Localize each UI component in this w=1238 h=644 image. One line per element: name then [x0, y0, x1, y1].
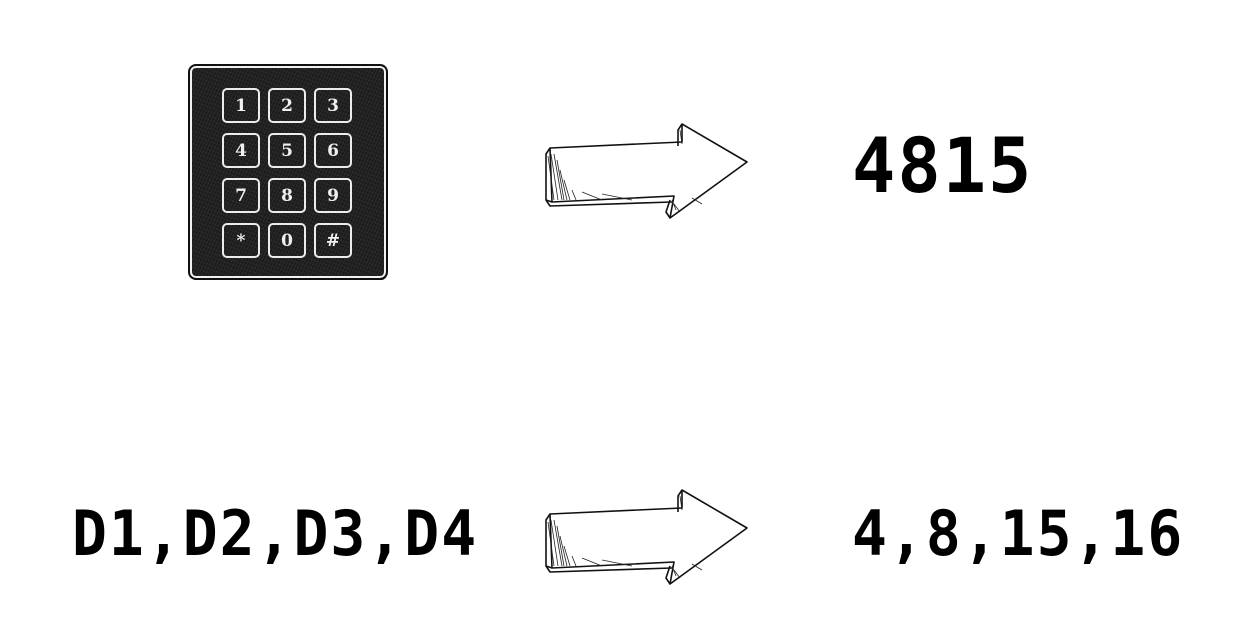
keypad-key: 3: [314, 88, 352, 123]
keypad-key: 6: [314, 133, 352, 168]
keypad-key: 4: [222, 133, 260, 168]
keypad-key: *: [222, 223, 260, 258]
keypad-key-grid: 1 2 3 4 5 6 7 8 9 * 0 #: [222, 88, 352, 258]
keypad-key: #: [314, 223, 352, 258]
keypad-key: 8: [268, 178, 306, 213]
keypad-key: 7: [222, 178, 260, 213]
keypad-key: 9: [314, 178, 352, 213]
right-arrow-icon: [545, 489, 748, 585]
keypad-key: 1: [222, 88, 260, 123]
pin-list-label: D1,D2,D3,D4: [72, 496, 479, 571]
keypad-key: 2: [268, 88, 306, 123]
code-output: 4815: [852, 121, 1034, 210]
keypad-key: 0: [268, 223, 306, 258]
keypad-icon: 1 2 3 4 5 6 7 8 9 * 0 #: [188, 64, 388, 280]
pin-values-output: 4,8,15,16: [852, 496, 1185, 571]
keypad-key: 5: [268, 133, 306, 168]
right-arrow-icon: [545, 123, 748, 219]
